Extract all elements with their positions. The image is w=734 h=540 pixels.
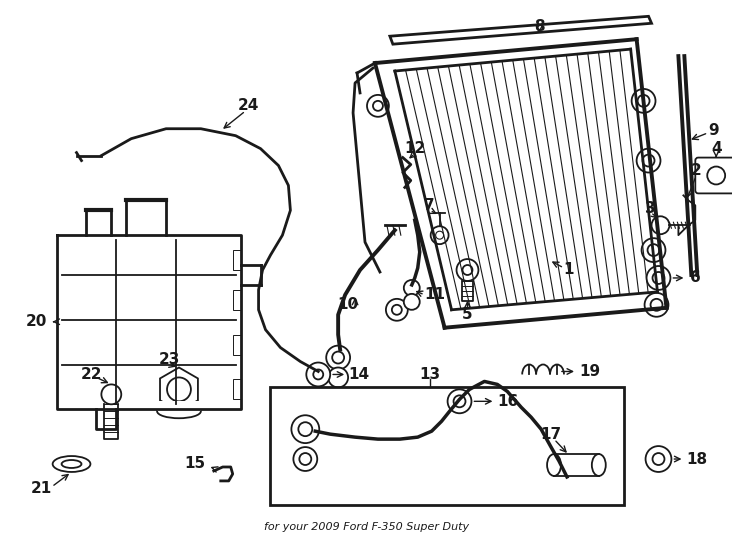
Circle shape — [647, 266, 670, 290]
Text: 7: 7 — [424, 198, 435, 213]
Text: 1: 1 — [564, 262, 574, 278]
Circle shape — [291, 415, 319, 443]
Text: 18: 18 — [686, 451, 708, 467]
Text: 21: 21 — [31, 481, 52, 496]
Text: 15: 15 — [185, 456, 206, 471]
Text: 24: 24 — [238, 98, 259, 113]
Ellipse shape — [157, 404, 201, 418]
Circle shape — [431, 226, 448, 244]
Text: 6: 6 — [691, 271, 701, 286]
Text: 20: 20 — [26, 314, 48, 329]
Text: for your 2009 Ford F-350 Super Duty: for your 2009 Ford F-350 Super Duty — [264, 522, 470, 532]
Circle shape — [404, 294, 420, 310]
Text: 19: 19 — [579, 364, 600, 379]
Text: 17: 17 — [540, 427, 562, 442]
Circle shape — [632, 89, 655, 113]
Bar — [233, 250, 241, 270]
Circle shape — [101, 384, 121, 404]
Circle shape — [404, 280, 420, 296]
Circle shape — [328, 368, 348, 387]
Text: 16: 16 — [498, 394, 519, 409]
Bar — [157, 401, 201, 411]
Text: 2: 2 — [691, 163, 702, 178]
Text: 9: 9 — [708, 123, 719, 138]
Circle shape — [306, 362, 330, 387]
Text: 13: 13 — [419, 367, 440, 382]
Bar — [271, 387, 624, 505]
Circle shape — [644, 293, 669, 317]
Circle shape — [294, 447, 317, 471]
Circle shape — [386, 299, 408, 321]
Circle shape — [646, 446, 672, 472]
Text: 10: 10 — [338, 298, 359, 312]
Circle shape — [457, 259, 479, 281]
FancyBboxPatch shape — [695, 158, 734, 193]
Bar — [554, 454, 599, 476]
Circle shape — [326, 346, 350, 369]
Text: 8: 8 — [534, 19, 545, 34]
Text: 4: 4 — [711, 141, 722, 156]
Text: 23: 23 — [159, 352, 180, 367]
Text: 12: 12 — [404, 141, 426, 156]
Polygon shape — [160, 368, 198, 411]
Circle shape — [642, 238, 666, 262]
Bar — [233, 290, 241, 310]
Circle shape — [367, 95, 389, 117]
Text: 11: 11 — [425, 287, 446, 302]
Circle shape — [636, 148, 661, 172]
Bar — [233, 380, 241, 400]
Circle shape — [652, 217, 669, 234]
Text: 3: 3 — [645, 201, 656, 216]
Ellipse shape — [592, 454, 606, 476]
Circle shape — [448, 389, 471, 413]
Polygon shape — [390, 16, 652, 44]
Bar — [233, 335, 241, 355]
Ellipse shape — [547, 454, 561, 476]
Ellipse shape — [53, 456, 90, 472]
Text: 14: 14 — [348, 367, 369, 382]
Text: 5: 5 — [462, 307, 473, 322]
Text: 22: 22 — [81, 367, 102, 382]
